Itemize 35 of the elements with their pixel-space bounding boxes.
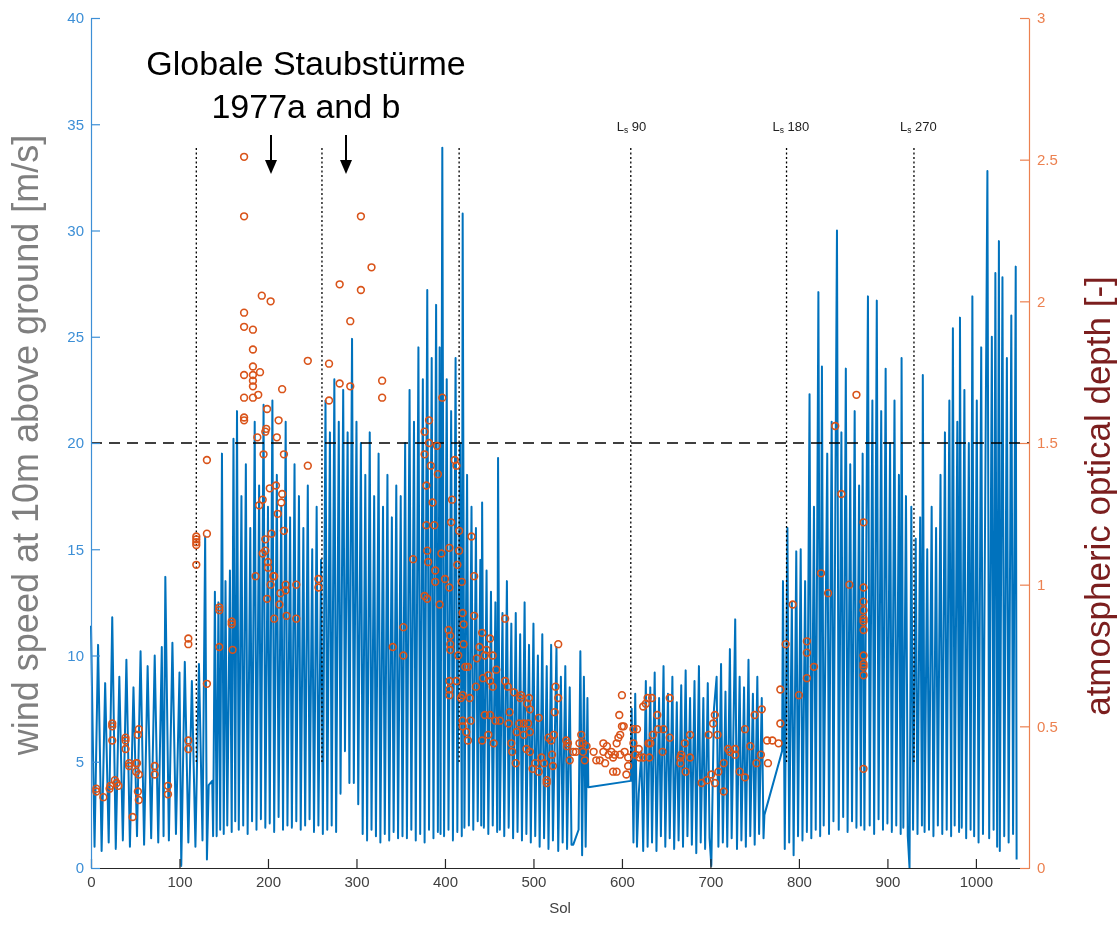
x-tick-label: 700 bbox=[698, 872, 724, 890]
ref-line-label: L$_{s}$ 270 bbox=[899, 119, 937, 136]
y-tick-label: 0 bbox=[75, 859, 84, 877]
y-tick-label: 5 bbox=[75, 753, 84, 771]
y2-axis-title: atmospheric optical depth [-] bbox=[1078, 276, 1117, 716]
y-tick-label: 10 bbox=[67, 646, 84, 664]
ref-line-label: L$_{s}$ 90 bbox=[616, 119, 647, 136]
y-axis-title: wind speed at 10m above ground [m/s] bbox=[5, 134, 46, 757]
x-tick-label: 300 bbox=[344, 872, 370, 890]
y2-tick-label: 1 bbox=[1037, 575, 1046, 593]
y2-tick-label: 2 bbox=[1037, 292, 1046, 310]
x-tick-label: 600 bbox=[609, 872, 635, 890]
x-tick-label: 100 bbox=[167, 872, 193, 890]
y2-tick-label: 2.5 bbox=[1037, 150, 1058, 168]
line-series bbox=[90, 146, 1018, 869]
y-tick-label: 35 bbox=[67, 115, 84, 133]
y-tick-label: 25 bbox=[67, 328, 84, 346]
x-tick-label: 200 bbox=[255, 872, 281, 890]
y2-tick-label: 0.5 bbox=[1037, 717, 1058, 735]
x-tick-label: 500 bbox=[521, 872, 547, 890]
x-tick-label: 1000 bbox=[959, 872, 994, 890]
y-tick-label: 15 bbox=[67, 540, 84, 558]
y2-tick-label: 0 bbox=[1037, 859, 1046, 877]
y-tick-label: 20 bbox=[67, 434, 84, 452]
annotation: Globale Staubstürme 1977a and b bbox=[146, 44, 466, 125]
y-tick-label: 40 bbox=[67, 9, 84, 27]
x-tick-label: 0 bbox=[87, 872, 96, 890]
x-tick-label: 800 bbox=[786, 872, 812, 890]
y2-tick-label: 1.5 bbox=[1037, 434, 1058, 452]
x-tick-label: 900 bbox=[875, 872, 901, 890]
x-axis-title: Sol bbox=[549, 899, 571, 916]
y2-tick-label: 3 bbox=[1037, 9, 1046, 27]
y-tick-label: 30 bbox=[67, 221, 84, 239]
x-tick-label: 400 bbox=[432, 872, 458, 890]
ref-line-label: L$_{s}$ 180 bbox=[772, 119, 810, 136]
